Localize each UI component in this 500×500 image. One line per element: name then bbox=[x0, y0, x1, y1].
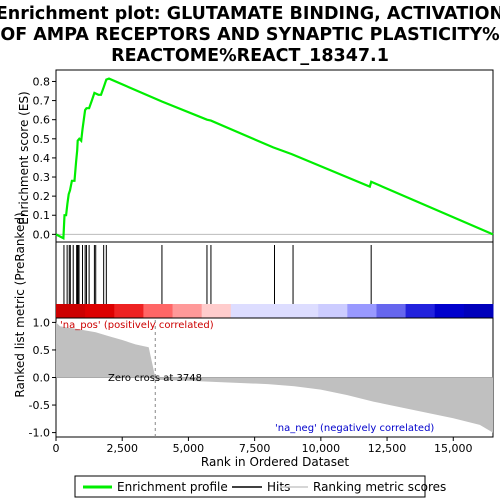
gradient-segment bbox=[172, 304, 203, 318]
legend-ranking-label: Ranking metric scores bbox=[313, 480, 446, 494]
gradient-segment bbox=[114, 304, 144, 318]
gradient-segment bbox=[376, 304, 407, 318]
gradient-segment bbox=[143, 304, 174, 318]
legend-hits-label: Hits bbox=[267, 480, 290, 494]
gradient-segment bbox=[85, 304, 115, 318]
es-y-axis-ticks: 0.0 0.1 0.2 0.3 0.4 0.5 0.6 0.7 0.8 bbox=[33, 75, 56, 241]
es-y-tick-label: 0.6 bbox=[33, 114, 51, 127]
x-tick-label: 5,000 bbox=[173, 442, 205, 455]
es-y-tick-label: 0.0 bbox=[33, 228, 51, 241]
chart-title-line-2: OF AMPA RECEPTORS AND SYNAPTIC PLASTICIT… bbox=[0, 25, 499, 45]
gradient-segment bbox=[347, 304, 377, 318]
enrichment-profile-series bbox=[55, 77, 494, 240]
gradient-segment bbox=[289, 304, 319, 318]
x-axis-ticks: 0 2,500 5,000 7,500 10,000 12,500 15,000 bbox=[53, 437, 473, 455]
es-panel-frame bbox=[55, 69, 494, 243]
x-tick-label: 7,500 bbox=[239, 442, 271, 455]
legend-enrichment-label: Enrichment profile bbox=[117, 480, 228, 494]
es-y-tick-label: 0.1 bbox=[33, 209, 51, 222]
ranking-metric-area bbox=[56, 322, 493, 433]
hit-markers bbox=[63, 245, 372, 304]
es-y-tick-label: 0.7 bbox=[33, 95, 51, 108]
x-axis-label: Rank in Ordered Dataset bbox=[201, 455, 349, 469]
gradient-segment bbox=[434, 304, 465, 318]
ranking-y-tick-label: 0.0 bbox=[33, 372, 51, 385]
x-tick-label: 12,500 bbox=[368, 442, 407, 455]
chart-title: Enrichment plot: GLUTAMATE BINDING, ACTI… bbox=[0, 4, 500, 66]
es-y-tick-label: 0.8 bbox=[33, 75, 51, 88]
gradient-segment bbox=[201, 304, 232, 318]
ranking-gradient-bar bbox=[56, 304, 494, 318]
es-y-axis-label: Enrichment score (ES) bbox=[17, 91, 31, 224]
legend: Enrichment profile Hits Ranking metric s… bbox=[74, 475, 446, 498]
gradient-segment bbox=[259, 304, 290, 318]
ranking-y-tick-label: -0.5 bbox=[29, 399, 50, 412]
positive-correlation-label: 'na_pos' (positively correlated) bbox=[60, 320, 214, 331]
x-tick-label: 10,000 bbox=[302, 442, 341, 455]
gradient-segment bbox=[405, 304, 436, 318]
x-tick-label: 0 bbox=[53, 442, 60, 455]
gradient-segment bbox=[318, 304, 348, 318]
enrichment-profile-line bbox=[55, 77, 494, 240]
chart-title-line-3: REACTOME%REACT_18347.1 bbox=[111, 46, 389, 66]
ranking-y-axis-label: Ranked list metric (PreRanked) bbox=[13, 212, 27, 397]
es-y-tick-label: 0.4 bbox=[33, 152, 51, 165]
es-y-tick-label: 0.3 bbox=[33, 171, 51, 184]
es-y-tick-label: 0.5 bbox=[33, 133, 51, 146]
es-y-tick-label: 0.2 bbox=[33, 190, 51, 203]
chart-title-line-1: Enrichment plot: GLUTAMATE BINDING, ACTI… bbox=[0, 4, 500, 24]
gradient-segment bbox=[56, 304, 86, 318]
zero-cross-label: Zero cross at 3748 bbox=[108, 373, 202, 384]
x-tick-label: 15,000 bbox=[434, 442, 473, 455]
ranking-y-tick-label: 0.5 bbox=[33, 344, 51, 357]
gradient-segment bbox=[463, 304, 494, 318]
ranking-y-tick-label: 1.0 bbox=[33, 316, 51, 329]
ranking-y-tick-label: -1.0 bbox=[29, 427, 50, 440]
x-tick-label: 2,500 bbox=[106, 442, 138, 455]
gradient-segment bbox=[230, 304, 261, 318]
negative-correlation-label: 'na_neg' (negatively correlated) bbox=[275, 423, 434, 434]
ranking-y-axis-ticks: 1.0 0.5 0.0 -0.5 -1.0 bbox=[29, 316, 56, 440]
